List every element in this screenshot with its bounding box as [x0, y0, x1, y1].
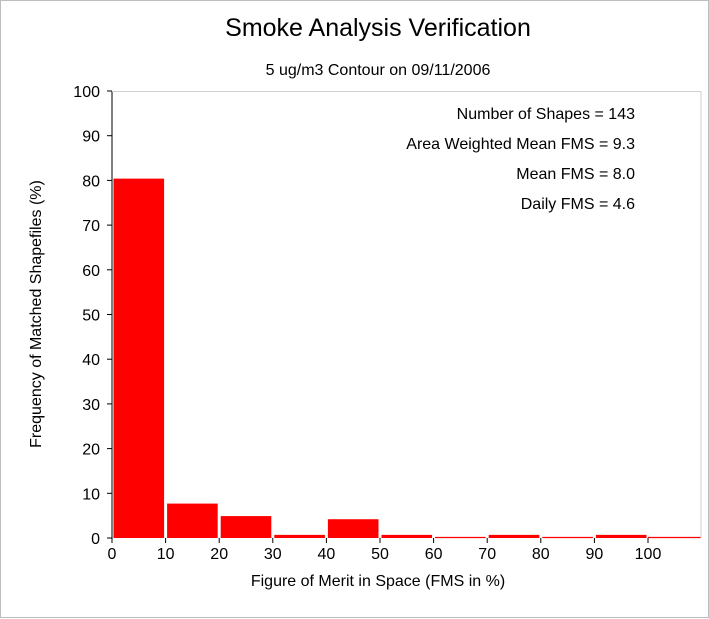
- x-tick-label: 50: [371, 546, 389, 563]
- y-tick-label: 0: [91, 531, 100, 548]
- bar-0-10: [113, 178, 165, 538]
- y-tick-label: 80: [82, 173, 100, 190]
- x-tick-labels: 0 10 20 30 40 50 60 70 80 90 100: [108, 546, 662, 563]
- chart-title: Smoke Analysis Verification: [225, 14, 531, 42]
- stat-annotation: Number of Shapes = 143: [457, 106, 635, 123]
- stat-annotation: Area Weighted Mean FMS = 9.3: [406, 136, 635, 153]
- x-tick-label: 80: [532, 546, 550, 563]
- y-tick-label: 70: [82, 218, 100, 235]
- bar-50-60: [381, 534, 433, 538]
- y-tick-labels: 0 10 20 30 40 50 60 70 80 90 100: [73, 84, 100, 548]
- y-tick-label: 100: [73, 84, 100, 101]
- stat-annotation: Mean FMS = 8.0: [516, 166, 635, 183]
- bar-20-30: [220, 516, 272, 538]
- y-tick-label: 40: [82, 352, 100, 369]
- bar-10-20: [167, 503, 218, 538]
- x-tick-label: 90: [586, 546, 604, 563]
- bar-40-50: [327, 519, 379, 538]
- y-tick-label: 30: [82, 397, 100, 414]
- x-tick-label: 10: [157, 546, 175, 563]
- x-tick-label: 100: [635, 546, 662, 563]
- x-tick-label: 30: [264, 546, 282, 563]
- bar-90-100: [595, 534, 647, 538]
- x-tick-label: 60: [425, 546, 443, 563]
- bar-30-40: [274, 534, 325, 538]
- annotation-group: Number of Shapes = 143 Area Weighted Mean…: [406, 106, 635, 213]
- x-tick-label: 0: [108, 546, 117, 563]
- y-tick-label: 50: [82, 308, 100, 325]
- y-tick-label: 60: [82, 263, 100, 280]
- x-tick-label: 20: [210, 546, 228, 563]
- y-tick-label: 20: [82, 442, 100, 459]
- y-axis-label: Frequency of Matched Shapefiles (%): [28, 180, 45, 448]
- bar-70-80: [488, 534, 540, 538]
- bars-group: [113, 178, 701, 539]
- y-tick-label: 90: [82, 129, 100, 146]
- x-tick-label: 40: [318, 546, 336, 563]
- axes-group: [107, 90, 702, 543]
- stat-annotation: Daily FMS = 4.6: [521, 196, 635, 213]
- x-tick-label: 70: [478, 546, 496, 563]
- y-tick-label: 10: [82, 486, 100, 503]
- chart-subtitle: 5 ug/m3 Contour on 09/11/2006: [266, 62, 491, 79]
- x-axis-label: Figure of Merit in Space (FMS in %): [251, 573, 505, 590]
